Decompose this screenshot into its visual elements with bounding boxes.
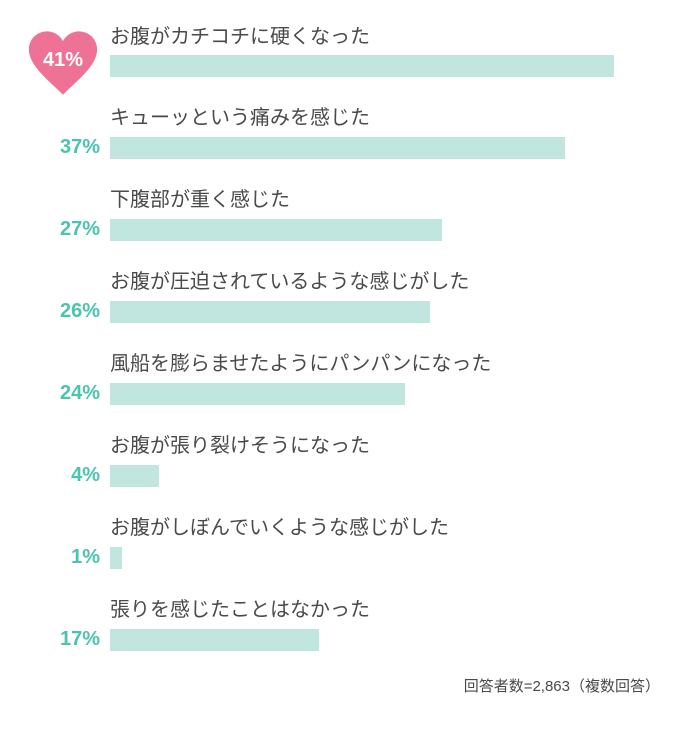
chart-row-pct: 17%: [20, 628, 110, 651]
chart-row-barline: [20, 55, 670, 77]
chart-bar: [110, 219, 442, 241]
chart-bar: [110, 137, 565, 159]
heart-icon: 41%: [24, 24, 102, 102]
chart-row-barline: 24%: [20, 382, 670, 405]
chart-row-barline: 4%: [20, 464, 670, 487]
chart-footnote: 回答者数=2,863（複数回答）: [20, 675, 670, 696]
chart-bar: [110, 301, 430, 323]
chart-row-label: 張りを感じたことはなかった: [110, 593, 670, 622]
chart-row: お腹が圧迫されているような感じがした26%: [20, 265, 670, 323]
chart-bar: [110, 465, 159, 487]
chart-row: キューッという痛みを感じた37%: [20, 101, 670, 159]
chart-row-label: お腹が張り裂けそうになった: [110, 429, 670, 458]
chart-bar-track: [110, 219, 670, 241]
chart-row-pct: 27%: [20, 218, 110, 241]
chart-row-barline: 26%: [20, 300, 670, 323]
chart-row-label: 下腹部が重く感じた: [110, 183, 670, 212]
chart-row-barline: 27%: [20, 218, 670, 241]
chart-bar: [110, 629, 319, 651]
chart-row: 張りを感じたことはなかった17%: [20, 593, 670, 651]
chart-row-pct: 26%: [20, 300, 110, 323]
chart-row-label: お腹がしぼんでいくような感じがした: [110, 511, 670, 540]
survey-bar-chart: お腹がカチコチに硬くなった 41% キューッという痛みを感じた37% 下腹部が重く感じ…: [20, 20, 670, 651]
chart-bar-track: [110, 465, 670, 487]
chart-row-label: お腹がカチコチに硬くなった: [110, 20, 670, 49]
chart-row: 下腹部が重く感じた27%: [20, 183, 670, 241]
chart-row-pct: 37%: [20, 136, 110, 159]
chart-row-label: 風船を膨らませたようにパンパンになった: [110, 347, 670, 376]
chart-row-barline: 17%: [20, 628, 670, 651]
chart-row-label: キューッという痛みを感じた: [110, 101, 670, 130]
chart-bar-track: [110, 137, 670, 159]
chart-row: お腹がしぼんでいくような感じがした1%: [20, 511, 670, 569]
heart-pct-label: 41%: [43, 49, 83, 72]
chart-row-pct: 4%: [20, 464, 110, 487]
chart-bar-track: [110, 629, 670, 651]
chart-bar-track: [110, 301, 670, 323]
chart-row-label: お腹が圧迫されているような感じがした: [110, 265, 670, 294]
chart-row: 風船を膨らませたようにパンパンになった24%: [20, 347, 670, 405]
chart-row-barline: 1%: [20, 546, 670, 569]
chart-bar: [110, 383, 405, 405]
chart-row-pct: 1%: [20, 546, 110, 569]
chart-row: お腹がカチコチに硬くなった 41%: [20, 20, 670, 77]
chart-bar: [110, 547, 122, 569]
chart-bar: [110, 55, 614, 77]
chart-bar-track: [110, 383, 670, 405]
chart-bar-track: [110, 55, 670, 77]
chart-row-pct: 24%: [20, 382, 110, 405]
chart-row: お腹が張り裂けそうになった4%: [20, 429, 670, 487]
chart-row-barline: 37%: [20, 136, 670, 159]
chart-bar-track: [110, 547, 670, 569]
